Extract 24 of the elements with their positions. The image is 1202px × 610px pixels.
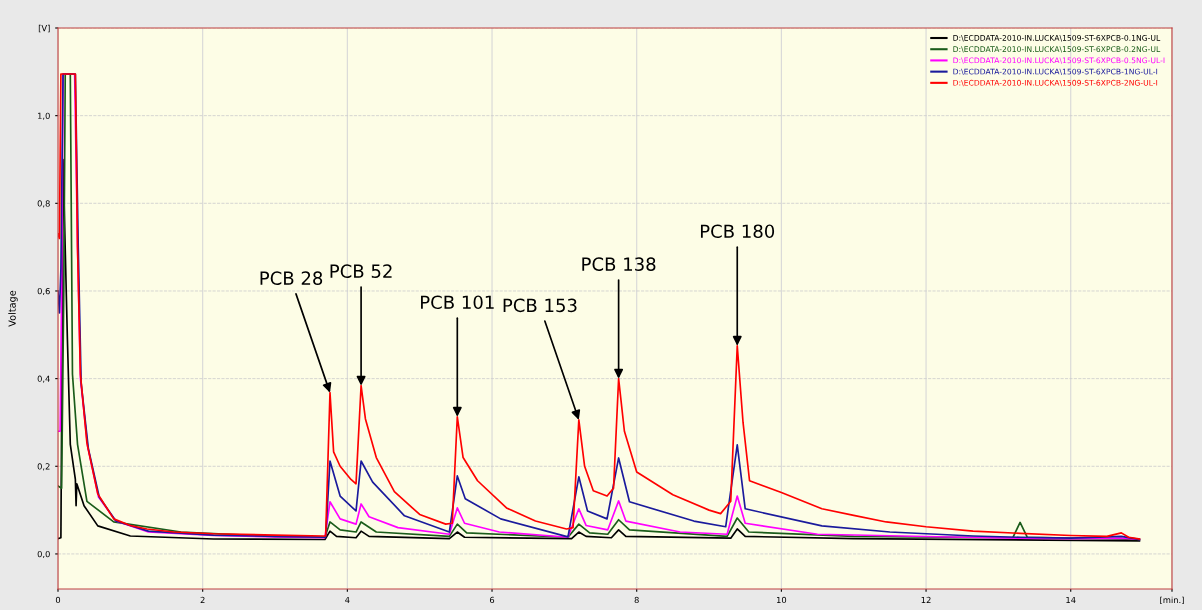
y-tick-label: 0,2 xyxy=(37,463,50,471)
y-tick-label: 0,8 xyxy=(37,200,50,208)
y-tick-label: 0,4 xyxy=(37,375,50,383)
y-tick-label: 1,0 xyxy=(38,112,50,120)
annotation: PCB 138 xyxy=(582,257,656,271)
x-tick-label: [min.] xyxy=(1160,596,1184,605)
y-tick-label: 0,0 xyxy=(37,550,50,559)
x-tick-label: 2 xyxy=(200,596,205,603)
y-tick-label: 0,6 xyxy=(37,287,50,296)
x-tick-label: 6 xyxy=(489,596,495,604)
x-tick-label: 8 xyxy=(634,596,639,604)
line-series xyxy=(58,158,1141,542)
x-tick-label: 4 xyxy=(345,596,350,603)
y-axis-title: Voltage xyxy=(8,290,18,327)
x-tick-label: 0 xyxy=(55,596,61,604)
annotation: PCB 101 xyxy=(421,295,494,310)
y-tick-label: [V] xyxy=(38,24,50,33)
annotation: PCB 153 xyxy=(503,298,577,313)
x-tick-label: 10 xyxy=(776,596,787,604)
x-tick-label: 12 xyxy=(921,596,931,603)
x-tick-label: 14 xyxy=(1066,596,1076,603)
annotation: PCB 28 xyxy=(260,271,323,285)
annotation: PCB 180 xyxy=(700,224,775,239)
annotation: PCB 52 xyxy=(330,264,392,278)
